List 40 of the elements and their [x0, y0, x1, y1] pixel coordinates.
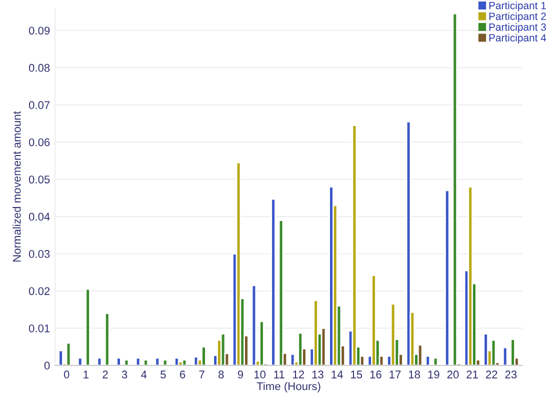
x-tick-label: 10 [254, 370, 266, 378]
y-tick-label: 0.07 [28, 101, 50, 110]
x-tick-label: 11 [274, 370, 284, 378]
x-tick-label: 15 [351, 370, 362, 378]
x-tick-label: 20 [447, 370, 459, 378]
x-tick-label: 5 [160, 370, 166, 378]
y-tick-label: 0.04 [28, 212, 50, 221]
legend-label: Participant 4 [489, 34, 546, 44]
legend-label: Participant 3 [489, 23, 546, 33]
y-tick-label: 0.03 [28, 250, 50, 258]
x-tick-label: 3 [122, 370, 128, 378]
x-tick-label: 22 [486, 370, 498, 378]
legend-label: Participant 1 [489, 2, 546, 12]
y-tick-label: 0 [44, 362, 50, 370]
x-tick-label: 19 [428, 370, 440, 378]
x-tick-label: 13 [312, 370, 324, 378]
y-tick-label: 0.05 [28, 176, 50, 184]
x-axis-title: Time (Hours) [256, 382, 320, 392]
y-tick-label: 0.06 [28, 138, 50, 146]
x-tick-label: 6 [180, 370, 186, 378]
x-tick-label: 18 [408, 370, 420, 378]
y-axis-title: Normalized movement amount [12, 111, 21, 262]
x-tick-label: 0 [64, 370, 70, 378]
x-tick-label: 14 [332, 370, 343, 378]
y-tick-label: 0.08 [28, 64, 50, 72]
x-tick-label: 23 [505, 370, 517, 378]
x-tick-label: 9 [238, 370, 244, 378]
y-tick-label: 0.02 [28, 287, 50, 296]
x-tick-label: 2 [102, 370, 108, 378]
x-tick-label: 7 [199, 370, 204, 378]
x-tick-label: 1 [84, 370, 88, 378]
y-tick-label: 0.01 [28, 324, 50, 332]
legend-label: Participant 2 [489, 12, 546, 22]
x-tick-label: 16 [370, 370, 382, 378]
x-tick-label: 8 [218, 370, 224, 378]
x-tick-label: 21 [466, 370, 478, 378]
x-tick-label: 4 [141, 370, 147, 378]
x-tick-label: 17 [390, 370, 401, 378]
y-tick-label: 0.09 [28, 26, 50, 35]
x-tick-label: 12 [293, 370, 304, 378]
